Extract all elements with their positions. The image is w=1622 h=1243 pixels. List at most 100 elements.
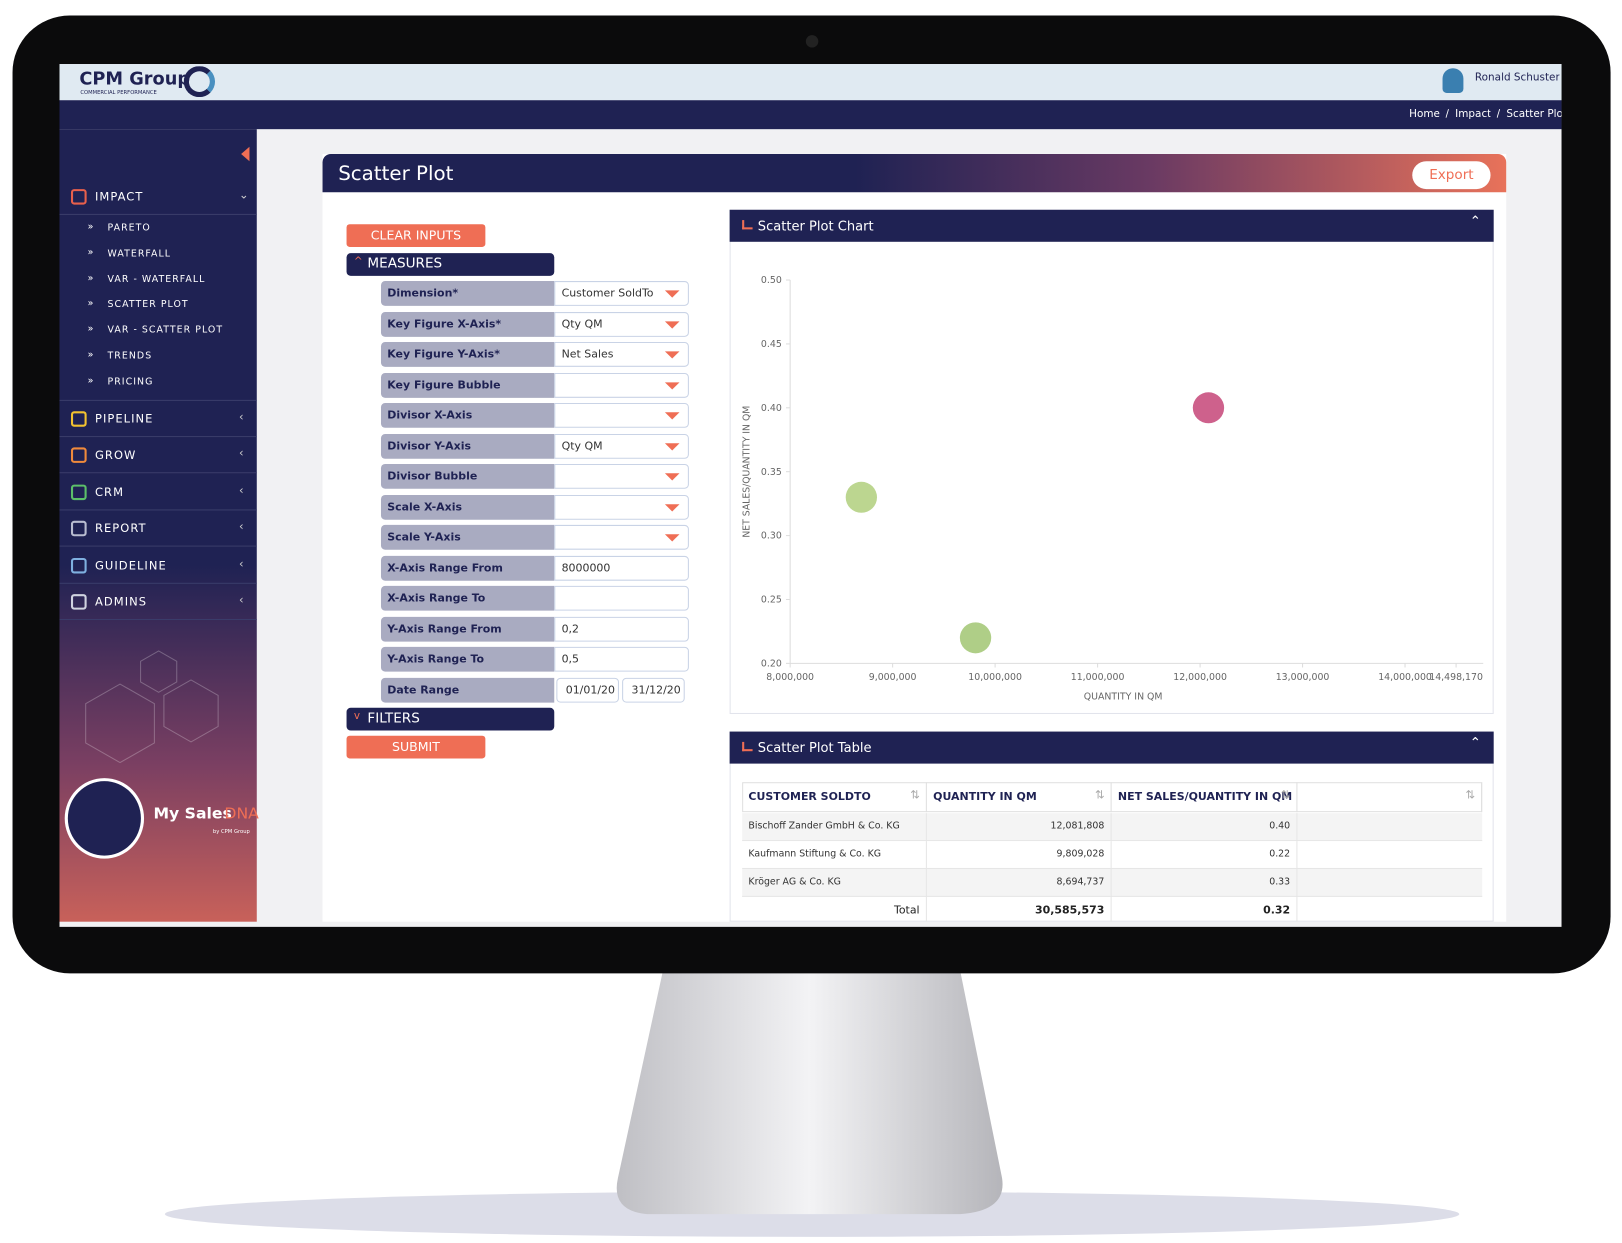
tagline: COMMERCIAL PERFORMANCE [80, 89, 157, 97]
x-axis-title: QUANTITY IN QM [1084, 692, 1163, 703]
y-tick-label: 0.45 [761, 339, 782, 350]
field-label: Key Figure Bubble [380, 372, 555, 398]
nav-divider [59, 213, 257, 215]
scatter-chart: 0.20 0.25 0.30 0.35 0.40 0.45 0.50 8,000,000 9,0… [741, 275, 1484, 703]
field-label: Divisor Y-Axis [380, 433, 555, 459]
x-tick-label: 13,000,000 [1276, 672, 1330, 683]
panel-collapse[interactable]: ⌃ [1469, 735, 1482, 752]
nav-section[interactable]: CRM [94, 485, 125, 499]
dropdown-arrow [664, 320, 680, 329]
nav-chevron: ‹ [239, 446, 244, 460]
panel [729, 209, 1494, 715]
nav-section[interactable]: ADMINS [94, 595, 148, 609]
hexagon-decoration [85, 650, 219, 764]
clear-button[interactable]: CLEAR INPUTS [346, 224, 486, 247]
nav-item[interactable]: WATERFALL [107, 248, 172, 260]
table-row [742, 813, 1483, 842]
nav-item[interactable]: PARETO [107, 223, 151, 234]
panel-header [729, 209, 1494, 242]
nav-icon [70, 447, 87, 464]
nav-section[interactable]: GROW [94, 448, 137, 462]
card-header [322, 153, 1507, 193]
nav-item[interactable]: PRICING [107, 376, 154, 388]
field-label: Key Figure X-Axis* [380, 311, 555, 337]
measures-bar[interactable] [346, 253, 555, 276]
sort-icon: ⇅ [1094, 788, 1105, 802]
y-tick-label: 0.20 [761, 659, 782, 670]
filters-bar[interactable] [346, 707, 555, 731]
nav-icon [70, 520, 87, 537]
field-label: Scale Y-Axis [380, 524, 555, 550]
breadcrumb-separator: / [1445, 108, 1449, 120]
field-input[interactable]: 0,5 [554, 646, 689, 672]
hexagon [85, 683, 155, 764]
field-input[interactable]: Customer SoldTo [554, 281, 689, 306]
nav-bullet: » [87, 273, 94, 284]
field-input[interactable]: 8000000 [554, 555, 689, 581]
nav-section[interactable]: IMPACT [94, 190, 144, 204]
nav-chevron: ⌄ [239, 188, 249, 202]
page-title: Scatter Plot [338, 162, 454, 185]
brand-logo [183, 66, 216, 98]
table-cell: Kröger AG & Co. KG [742, 869, 927, 897]
dropdown-arrow [664, 381, 680, 390]
x-tick-label: 14,000,000 [1378, 672, 1432, 683]
brand: CPM Group [79, 69, 191, 90]
nav-item[interactable]: VAR - WATERFALL [107, 274, 206, 285]
field-input[interactable]: Net Sales [554, 342, 689, 367]
x-tick-label: 14,498,170 [1429, 672, 1483, 683]
nav-item[interactable]: VAR - SCATTER PLOT [107, 325, 224, 337]
date-to[interactable]: 31/12/20 [622, 677, 685, 703]
logo-circle [64, 778, 145, 859]
nav-icon [70, 594, 87, 610]
nav-icon [70, 557, 87, 574]
nav-chevron: ‹ [239, 519, 244, 534]
nav-section[interactable]: GUIDELINE [94, 558, 167, 573]
table-header-cell[interactable] [1297, 782, 1483, 813]
nav-item[interactable]: SCATTER PLOT [107, 300, 189, 311]
collapse-arrow[interactable] [241, 146, 250, 162]
nav-divider [59, 545, 257, 547]
panel-icon [742, 220, 753, 230]
nav-item[interactable]: TRENDS [107, 351, 153, 362]
toggle-icon: v [353, 710, 361, 723]
table-cell: 0.40 [1112, 813, 1298, 842]
export-button[interactable]: Export [1412, 161, 1491, 190]
nav-bar [59, 100, 1562, 130]
table-header-cell[interactable]: CUSTOMER SOLDTO [742, 782, 927, 813]
nav-section[interactable]: PIPELINE [94, 411, 154, 426]
date-from[interactable]: 01/01/20 [556, 677, 619, 703]
panel-title: Scatter Plot Chart [757, 218, 874, 234]
breadcrumb: Home / Impact / Scatter Plo [1409, 108, 1561, 122]
field-input[interactable] [554, 585, 689, 611]
sort-icon: ⇅ [910, 788, 920, 802]
nav-section[interactable]: REPORT [94, 521, 147, 536]
field-label: Y-Axis Range From [380, 616, 555, 642]
field-input[interactable]: Qty QM [554, 311, 689, 337]
nav-chevron: ‹ [239, 483, 244, 497]
breadcrumb-item[interactable]: Home [1409, 108, 1440, 120]
panel-icon [742, 741, 753, 752]
panel-collapse[interactable]: ⌃ [1469, 213, 1482, 230]
table-cell: 8,694,737 [927, 869, 1112, 897]
user-name[interactable]: Ronald Schuster [1474, 72, 1560, 84]
field-input[interactable]: 0,2 [554, 616, 689, 642]
y-tick-label: 0.30 [761, 531, 782, 542]
submit-button[interactable]: SUBMIT [346, 735, 486, 759]
breadcrumb-item[interactable]: Impact [1455, 108, 1491, 120]
x-tick-label: 10,000,000 [968, 672, 1022, 683]
dropdown-arrow [664, 412, 680, 420]
sort-icon: ⇅ [1280, 788, 1291, 802]
avatar [1442, 68, 1464, 93]
table-total-cell: 30,585,573 [927, 896, 1112, 922]
dropdown-arrow [664, 534, 680, 542]
dropdown-arrow [664, 351, 680, 359]
breadcrumb-item[interactable]: Scatter Plo [1506, 108, 1562, 120]
table-header-cell[interactable]: NET SALES/QUANTITY IN QM [1112, 782, 1298, 813]
table-header-cell[interactable]: QUANTITY IN QM [927, 782, 1112, 813]
table-cell: 9,809,028 [927, 841, 1112, 870]
table-row [742, 841, 1483, 870]
top-bar [59, 64, 1562, 101]
